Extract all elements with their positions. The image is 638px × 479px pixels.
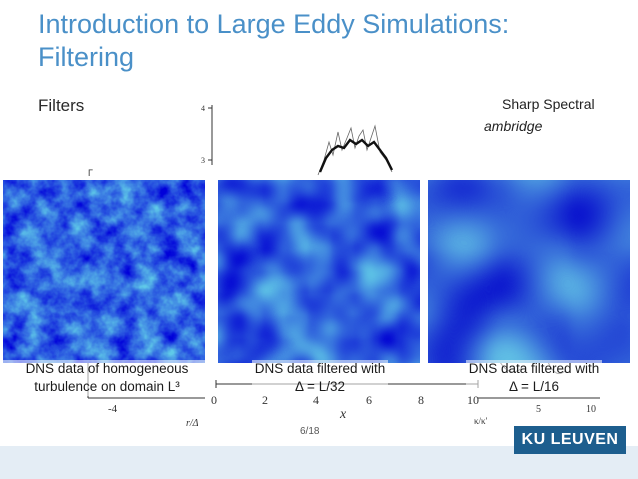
signal-thick-line [318, 138, 394, 173]
panel-dns-filtered-l32 [218, 180, 420, 363]
slide-title: Introduction to Large Eddy Simulations: … [38, 9, 510, 72]
x-tick-8: 8 [418, 393, 424, 407]
x-tick-6: 6 [366, 393, 372, 407]
y-tick-4: 4 [201, 104, 205, 113]
x-tick-2: 2 [262, 393, 268, 407]
x-tick-0: 0 [211, 393, 217, 407]
turbulence-field-l32 [218, 180, 420, 363]
turbulence-field-original [3, 180, 205, 363]
turbulence-field-l16 [428, 180, 630, 363]
page-number: 6/18 [300, 426, 320, 437]
section-heading: Filters [38, 96, 85, 115]
y-tick-3: 3 [201, 156, 205, 165]
right-tick-5: 5 [536, 404, 541, 415]
x-tick-4: 4 [313, 393, 319, 407]
field-render-l32 [218, 180, 420, 363]
caption-dns-filtered-l32: DNS data filtered with Δ = L/32 [252, 360, 388, 396]
right-tick-10: 10 [586, 404, 596, 415]
caption-dns-original: DNS data of homogeneous turbulence on do… [3, 360, 211, 396]
ku-leuven-logo: KU LEUVEN [514, 426, 626, 454]
right-axis-label: κ/κ' [474, 416, 488, 426]
filter-type-label: Sharp Spectral [502, 96, 595, 112]
x-axis-label: x [339, 407, 347, 422]
panel-dns-filtered-l16 [428, 180, 630, 363]
field-render-l16 [428, 180, 630, 363]
panel-dns-original [3, 180, 205, 363]
source-label: ambridge [484, 118, 543, 134]
x-tick-neg4: -4 [108, 403, 118, 415]
left-tick-mark: Γ [88, 168, 93, 178]
x-tick-10: 10 [467, 393, 479, 407]
caption-dns-filtered-l16: DNS data filtered with Δ = L/16 [466, 360, 602, 396]
field-render-original [3, 180, 205, 363]
left-axis-label: r/Δ [186, 418, 199, 429]
